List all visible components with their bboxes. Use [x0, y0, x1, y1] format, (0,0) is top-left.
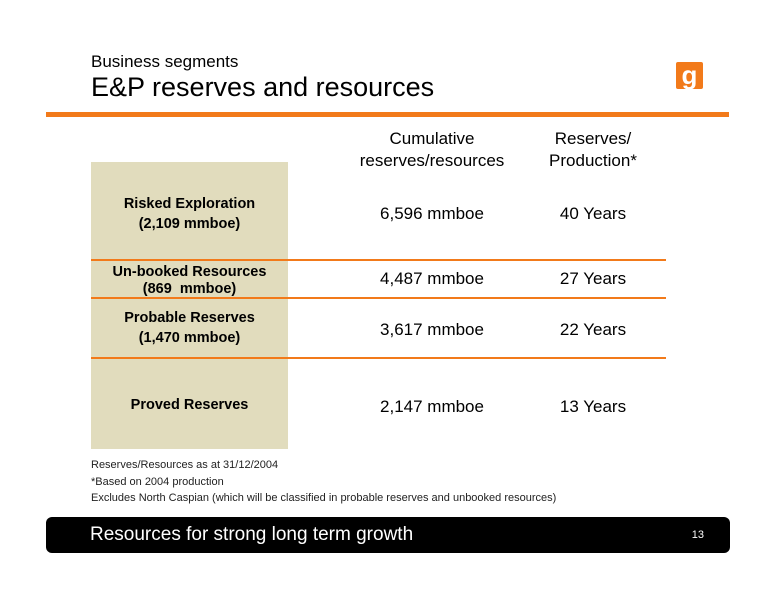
row-separator [91, 297, 666, 299]
footnote-production: *Based on 2004 production [91, 476, 224, 488]
cumulative-value: 6,596 mmboe [380, 204, 484, 223]
section-kicker: Business segments [91, 52, 239, 71]
cumulative-value: 3,617 mmboe [380, 320, 484, 339]
rp-value: 27 Years [559, 269, 627, 288]
footnote-exclusion: Excludes North Caspian (which will be cl… [91, 492, 557, 504]
row-label-unbooked-resources: Un-booked Resources (869 mmboe) [112, 264, 267, 297]
row-label-probable-reserves: Probable Reserves (1,470 mmboe) [124, 310, 255, 346]
cumulative-value: 2,147 mmboe [380, 397, 484, 416]
bg-logo-icon: g [676, 62, 703, 89]
page-number: 13 [691, 529, 704, 541]
footer-tagline: Resources for strong long term growth [90, 524, 414, 545]
page-title: E&P reserves and resources [91, 72, 435, 102]
column-header-rp: Reserves/ Production* [549, 129, 637, 170]
row-separator [91, 259, 666, 261]
row-separator [91, 357, 666, 359]
rp-value: 22 Years [559, 320, 627, 339]
category-band [91, 162, 288, 449]
logo-letter: g [682, 62, 698, 89]
title-rule [46, 112, 729, 117]
rp-value: 13 Years [559, 397, 627, 416]
row-label-risked-exploration: Risked Exploration (2,109 mmboe) [123, 196, 256, 232]
cumulative-value: 4,487 mmboe [380, 269, 484, 288]
rp-value: 40 Years [559, 204, 627, 223]
footnote-date: Reserves/Resources as at 31/12/2004 [91, 459, 279, 471]
footer-bar: Resources for strong long term growth 13 [46, 517, 730, 553]
column-header-cumulative: Cumulative reserves/resources [359, 129, 505, 170]
row-label-proved-reserves: Proved Reserves [130, 397, 249, 413]
